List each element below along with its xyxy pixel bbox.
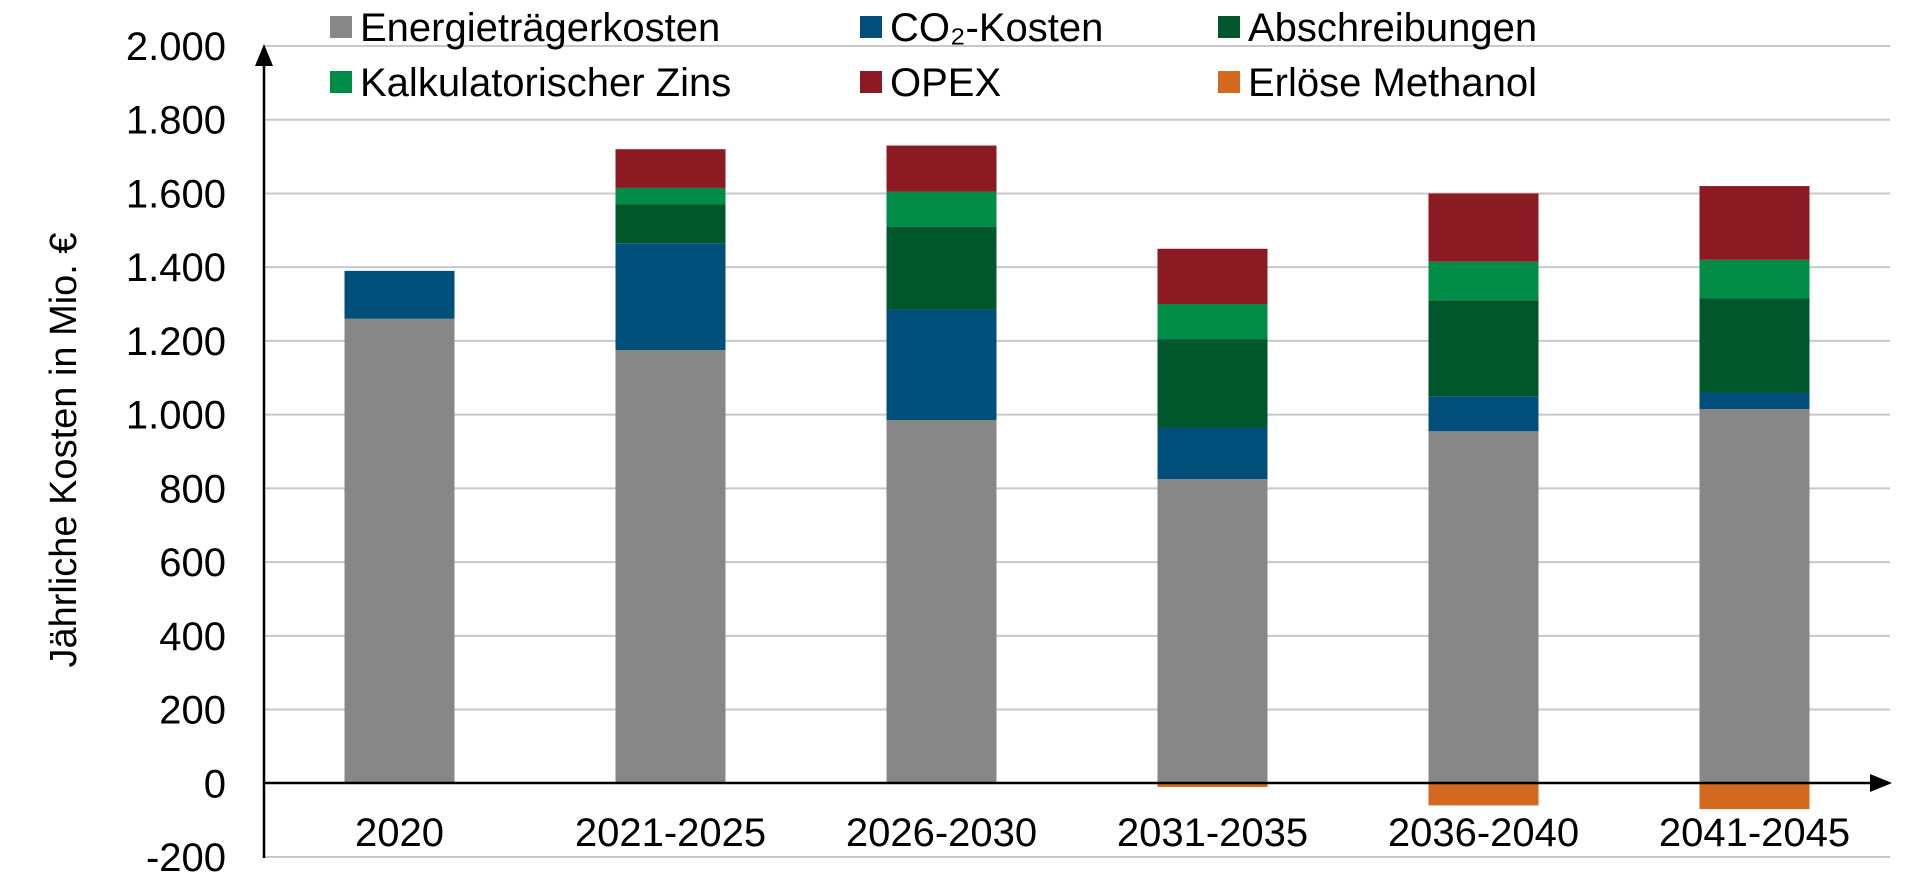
legend: Energieträgerkosten CO₂-Kosten Abschreibun… [330,6,1537,105]
y-tick-label: 800 [159,467,226,511]
legend-label: Abschreibungen [1248,6,1537,50]
bar-segment [1428,193,1539,262]
bar-segment [615,149,726,188]
bar-segment [1157,783,1268,787]
bar-segment [1699,409,1810,784]
bar-segment [886,191,997,227]
x-category-label: 2041-2045 [1659,811,1850,855]
y-tick-labels: -200 0 200 400 600 800 1.000 1.200 1.400 1.600 1.8… [126,25,226,880]
bar-segment [1428,431,1539,784]
bar-segment [1699,298,1810,393]
legend-label: Energieträgerkosten [360,6,720,50]
bar-segment [1428,261,1539,301]
axes [255,44,1892,858]
y-tick-label: 400 [159,615,226,659]
bars [344,145,1810,810]
bar-segment [1157,427,1268,480]
bar-segment [886,145,997,192]
x-axis-arrow [1870,774,1892,792]
bar-segment [615,243,726,351]
y-tick-label: 1.200 [126,320,226,364]
x-category-label: 2020 [355,811,444,855]
y-axis-title: Jährliche Kosten in Mio. € [43,232,85,667]
bar-segment [1157,248,1268,305]
bar-segment [886,226,997,310]
bar-segment [615,350,726,784]
bar-segment [1699,783,1810,810]
y-axis-arrow [255,44,273,66]
legend-swatch [330,16,352,38]
bar-segment [1428,300,1539,397]
bar-segment [1157,339,1268,428]
x-category-label: 2031-2035 [1117,811,1308,855]
x-category-label: 2021-2025 [575,811,766,855]
y-tick-label: 1.800 [126,99,226,143]
y-tick-label: 600 [159,541,226,585]
y-tick-label: 1.600 [126,172,226,216]
x-category-label: 2036-2040 [1388,811,1579,855]
y-tick-label: 200 [159,689,226,733]
legend-swatch [860,71,882,93]
legend-swatch [1218,16,1240,38]
legend-swatch [1218,71,1240,93]
legend-label: Erlöse Methanol [1248,61,1537,105]
x-category-label: 2026-2030 [846,811,1037,855]
bar-segment [886,309,997,421]
legend-swatch [860,16,882,38]
legend-label: CO₂-Kosten [890,6,1103,50]
bar-segment [1699,186,1810,260]
bar-segment [1157,479,1268,784]
gridlines [264,45,1890,858]
y-tick-label: 2.000 [126,25,226,69]
legend-label: Kalkulatorischer Zins [360,61,731,105]
bar-segment [1428,396,1539,432]
bar-segment [344,318,455,784]
bar-segment [615,187,726,205]
bar-segment [615,204,726,244]
bar-segment [1699,392,1810,410]
bar-segment [886,420,997,784]
y-tick-label: 1.000 [126,394,226,438]
bar-segment [344,270,455,319]
y-tick-label: -200 [146,836,226,880]
y-tick-label: 1.400 [126,246,226,290]
legend-swatch [330,71,352,93]
bar-segment [1428,783,1539,806]
x-category-labels: 2020 2021-2025 2026-2030 2031-2035 2036-2040… [355,811,1850,855]
bar-segment [1699,259,1810,299]
legend-label: OPEX [890,61,1001,105]
bar-segment [1157,304,1268,340]
y-tick-label: 0 [204,762,226,806]
